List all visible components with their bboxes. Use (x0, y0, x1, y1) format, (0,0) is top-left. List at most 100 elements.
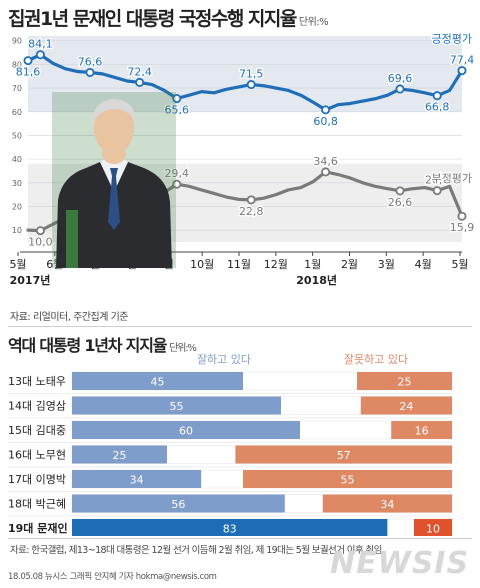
bar-category-label: 18대 박근혜 (8, 498, 66, 511)
bar-chart-unit: 단위:% (169, 343, 197, 354)
data-point (274, 86, 278, 90)
bar-negative (357, 372, 452, 390)
bar-chart-title: 역대 대통령 1년차 지지율 단위:% (8, 332, 197, 356)
photo-face (94, 102, 134, 154)
data-point (26, 228, 30, 232)
data-label: 66,8 (425, 101, 450, 114)
source-divider (8, 538, 472, 539)
data-label: 65,6 (165, 104, 190, 117)
data-label: 29,4 (165, 167, 190, 180)
data-point (225, 87, 228, 91)
series-name-label: 긍정평가 (432, 33, 472, 46)
bar-negative (391, 421, 452, 439)
marker-point (246, 195, 256, 205)
data-point (51, 222, 55, 226)
data-point (361, 99, 365, 103)
data-point (373, 97, 377, 101)
series-line-0 (26, 53, 464, 112)
data-point (212, 192, 216, 195)
data-point (150, 83, 154, 86)
data-point (76, 70, 79, 73)
bar-category-label: 19대 문재인 (8, 521, 68, 535)
marker-point (135, 77, 145, 87)
y-tick-label: 30 (12, 179, 22, 188)
x-tick-label: 5월 (9, 258, 26, 271)
marker-point (35, 226, 45, 236)
data-point (349, 102, 352, 105)
bar-positive-value: 55 (170, 400, 184, 413)
x-tick-label: 11월 (227, 258, 251, 271)
bar-negative (243, 470, 452, 488)
marker-point (35, 50, 45, 60)
data-point (237, 198, 241, 201)
marker-point (321, 105, 331, 115)
x-tick-label: 1월 (304, 258, 321, 271)
data-point (287, 188, 290, 192)
bar-chart-title-text: 역대 대통령 1년차 지지율 (8, 336, 167, 355)
y-tick-label: 50 (12, 131, 22, 140)
data-label: 81,6 (16, 66, 41, 79)
data-point (237, 85, 241, 89)
x-tick-label: 4월 (415, 258, 432, 271)
data-label: 72,4 (127, 65, 152, 78)
marker-point (395, 84, 405, 94)
y-tick-label: 80 (12, 60, 22, 69)
x-tick-label: 12월 (264, 258, 288, 271)
data-label: 69,6 (388, 72, 413, 85)
data-point (336, 173, 340, 176)
x-tick-label: 3월 (378, 258, 395, 271)
data-label: 60,8 (313, 115, 338, 128)
marker-point (432, 91, 442, 101)
marker-point (23, 56, 33, 66)
data-label: 10,0 (28, 236, 53, 249)
marker-point (172, 179, 182, 189)
data-label: 84,1 (28, 38, 53, 51)
data-point (63, 67, 67, 70)
bar-chart-source: 자료: 한국갤럽, 제13~18대 대통령은 12월 선거 이듬해 2월 취임,… (10, 545, 382, 556)
x-year-label: 2018년 (296, 273, 337, 287)
data-point (336, 103, 340, 106)
chart-unit: 단위:% (298, 17, 329, 28)
data-point (448, 89, 451, 92)
photo-hair (92, 99, 136, 124)
bar-category-label: 13대 노태우 (8, 375, 66, 388)
data-point (125, 79, 129, 83)
bar-negative (235, 445, 452, 464)
data-point (299, 93, 303, 97)
section-divider (8, 326, 472, 327)
data-point (101, 72, 104, 76)
bar-positive-value: 34 (130, 474, 144, 487)
bar-positive (72, 372, 243, 390)
president-photo (52, 92, 176, 268)
data-point (187, 93, 191, 97)
chart-title-text: 집권1년 문재인 대통령 국정수행 지지율 (8, 8, 297, 30)
data-label: 34,6 (313, 155, 338, 168)
approval-bar-chart: 잘하고 있다 잘못하고 있다 13대 노태우 45 25 14대 김영삼 55 24 15대 김… (8, 352, 453, 536)
marker-point (395, 186, 405, 196)
bar-category-label: 16대 노무현 (8, 449, 66, 462)
marker-point (457, 211, 467, 221)
x-tick-label: 5월 (451, 258, 468, 271)
data-point (448, 185, 451, 188)
data-point (386, 93, 389, 97)
chart-title: 집권1년 문재인 대통령 국정수행 지지율 단위:% (8, 4, 329, 31)
legend-positive: 잘하고 있다 (197, 352, 251, 366)
bar-negative-value: 34 (380, 498, 394, 511)
data-label: 26,6 (388, 196, 413, 209)
bar-negative-value: 25 (398, 376, 412, 389)
marker-point (457, 66, 467, 76)
data-point (349, 176, 352, 180)
bar-negative (414, 519, 452, 536)
data-point (212, 91, 216, 95)
bar-positive (72, 396, 281, 415)
bar-category-label: 15대 김대중 (8, 424, 66, 437)
bar-negative (322, 494, 452, 513)
data-point (274, 193, 278, 196)
bar-negative-value: 57 (337, 449, 351, 462)
data-point (262, 84, 265, 88)
data-point (311, 180, 315, 183)
marker-point (246, 80, 256, 90)
data-point (411, 187, 414, 191)
data-label: 22,8 (239, 205, 264, 218)
data-point (287, 89, 290, 92)
